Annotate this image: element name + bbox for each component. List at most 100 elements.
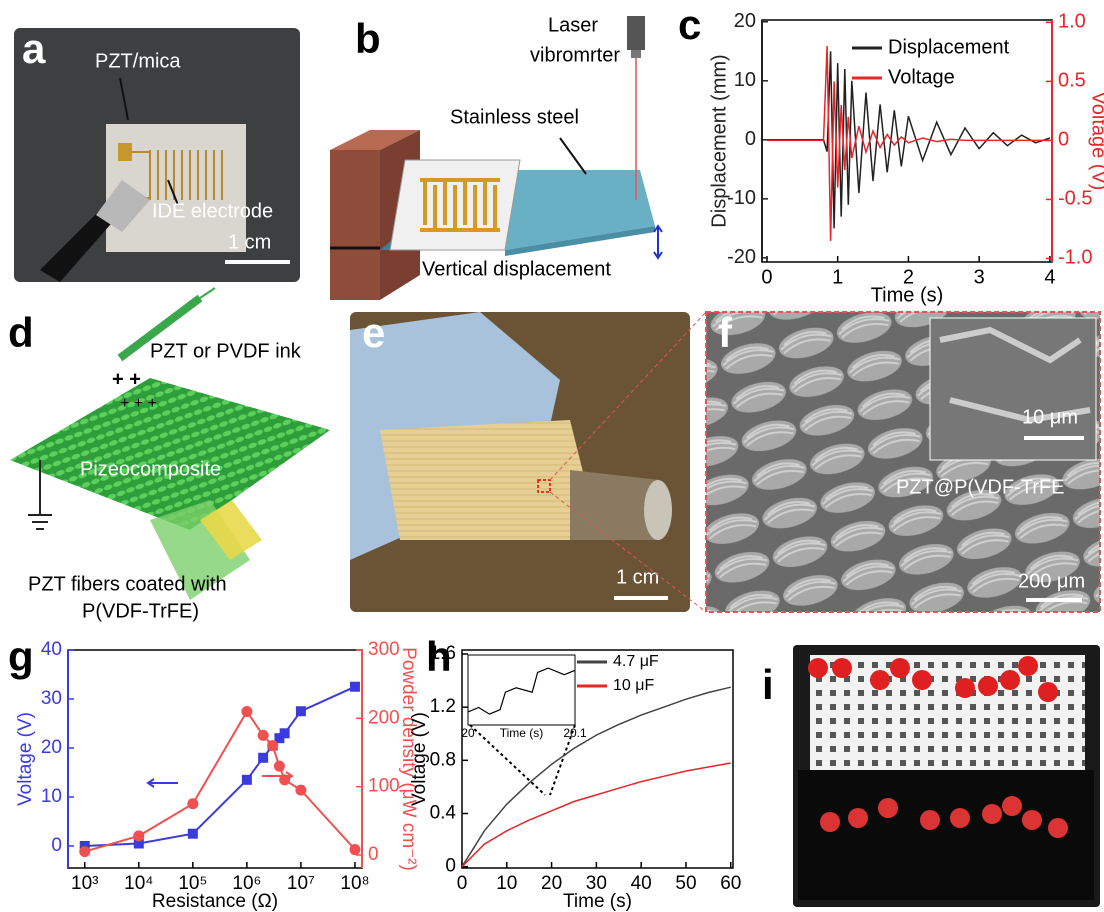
annotation: IDE electrode <box>152 200 273 222</box>
axis-arrow <box>148 779 178 787</box>
annotation: Laser <box>548 14 598 36</box>
photo-i <box>978 676 998 696</box>
marker <box>279 774 290 785</box>
marker <box>79 846 90 857</box>
photo-e <box>644 480 672 540</box>
photo-i <box>793 645 1100 907</box>
y2-tick-label: 0.5 <box>1058 70 1086 92</box>
annotation: Vertical displacement <box>422 258 611 280</box>
marker <box>187 798 198 809</box>
photo-i <box>982 804 1002 824</box>
photo-f <box>706 312 1100 612</box>
page: { "panel_labels": ["a", "b", "c", "d", "… <box>0 0 1104 912</box>
y-tick-label: 10 <box>734 69 756 91</box>
plot-frame <box>68 650 362 868</box>
charge-sign: + + <box>112 368 141 390</box>
marker <box>188 829 198 839</box>
y-tick-label: 0 <box>51 835 62 856</box>
y-axis-label: Displacement (mm) <box>708 54 730 227</box>
scale-label: 1 cm <box>228 231 271 253</box>
schematic-b <box>330 150 380 300</box>
schematic-b <box>560 138 586 174</box>
y2-tick-label: 1.0 <box>1058 11 1086 33</box>
x-tick-label: 10³ <box>71 873 98 894</box>
photo-i <box>1022 810 1042 830</box>
series-line <box>85 687 355 846</box>
panel-label: f <box>718 309 733 356</box>
schematic-d <box>200 288 215 298</box>
annotation: vibromrter <box>530 44 620 66</box>
panel-label: b <box>355 15 381 62</box>
y-tick-label: 40 <box>41 639 62 660</box>
marker <box>295 785 306 796</box>
marker <box>349 844 360 855</box>
annotation: PZT or PVDF ink <box>150 340 302 362</box>
schematic-d: + + + + + <box>10 288 330 600</box>
inset-x-tick-label: 20 <box>461 726 475 740</box>
marker <box>242 775 252 785</box>
series-line <box>85 712 355 852</box>
schematic-b <box>631 50 641 58</box>
photo-i <box>912 670 932 690</box>
legend-label: Voltage <box>888 66 955 88</box>
photo-i <box>848 808 868 828</box>
legend-label: 4.7 μF <box>613 653 659 670</box>
photo-i <box>1038 682 1058 702</box>
x-tick-label: 50 <box>675 873 696 894</box>
x-tick-label: 40 <box>631 873 652 894</box>
annotation: Stainless steel <box>450 106 579 128</box>
legend-label: 10 μF <box>613 677 654 694</box>
y-tick-label: 30 <box>41 688 62 709</box>
schematic-d <box>10 378 330 530</box>
x-tick-label: 3 <box>974 266 985 288</box>
photo-a <box>118 143 132 161</box>
scale-label: 10 μm <box>1022 406 1078 428</box>
y-tick-label: 0.8 <box>430 749 456 770</box>
y-tick-label: 0.4 <box>430 803 457 824</box>
photo-i <box>1048 818 1068 838</box>
y2-tick-label: 0 <box>368 844 379 865</box>
axis-arrow <box>148 772 292 787</box>
charge-sign: + + + <box>120 395 157 412</box>
photo-i <box>798 770 1094 900</box>
schematic-b <box>654 226 662 258</box>
marker <box>274 761 285 772</box>
x-tick-label: 0 <box>457 873 468 894</box>
photo-i <box>878 798 898 818</box>
y2-axis-label: Voltage (V) <box>1088 92 1104 191</box>
photo-i <box>1002 796 1022 816</box>
x-axis-label: Time (s) <box>871 284 944 306</box>
panel-label: d <box>8 309 34 356</box>
y-tick-label: 1.2 <box>430 696 456 717</box>
marker <box>267 740 278 751</box>
photo-i <box>950 808 970 828</box>
schematic-b <box>627 16 645 50</box>
x-tick-label: 4 <box>1044 266 1055 288</box>
marker <box>296 706 306 716</box>
y2-tick-label: 200 <box>368 707 400 728</box>
x-tick-label: 0 <box>761 266 772 288</box>
y2-tick-label: 0 <box>1058 129 1069 151</box>
marker <box>258 730 269 741</box>
y-tick-label: -20 <box>727 246 756 268</box>
annotation: PZT@P(VDF-TrFE <box>896 476 1064 498</box>
panel-label: e <box>362 309 385 356</box>
schematic-b <box>500 170 655 250</box>
annotation: P(VDF-TrFE) <box>82 600 199 622</box>
photo-i <box>870 670 890 690</box>
series-line <box>462 763 731 867</box>
photo-i <box>955 678 975 698</box>
inset-x-tick-label: 20.1 <box>563 726 587 740</box>
photo-i <box>820 812 840 832</box>
y-axis-label: Voltage (V) <box>15 712 36 806</box>
x-tick-label: 10⁷ <box>287 873 315 894</box>
annotation: Pizeocomposite <box>80 458 221 480</box>
panel-label: i <box>762 661 774 708</box>
x-tick-label: 10⁸ <box>340 873 369 894</box>
legend-label: Displacement <box>888 36 1010 58</box>
marker <box>350 682 360 692</box>
y2-tick-label: 100 <box>368 776 400 797</box>
panel-label: a <box>22 25 46 72</box>
y-tick-label: 1.6 <box>430 643 456 664</box>
inset-frame <box>468 655 575 725</box>
